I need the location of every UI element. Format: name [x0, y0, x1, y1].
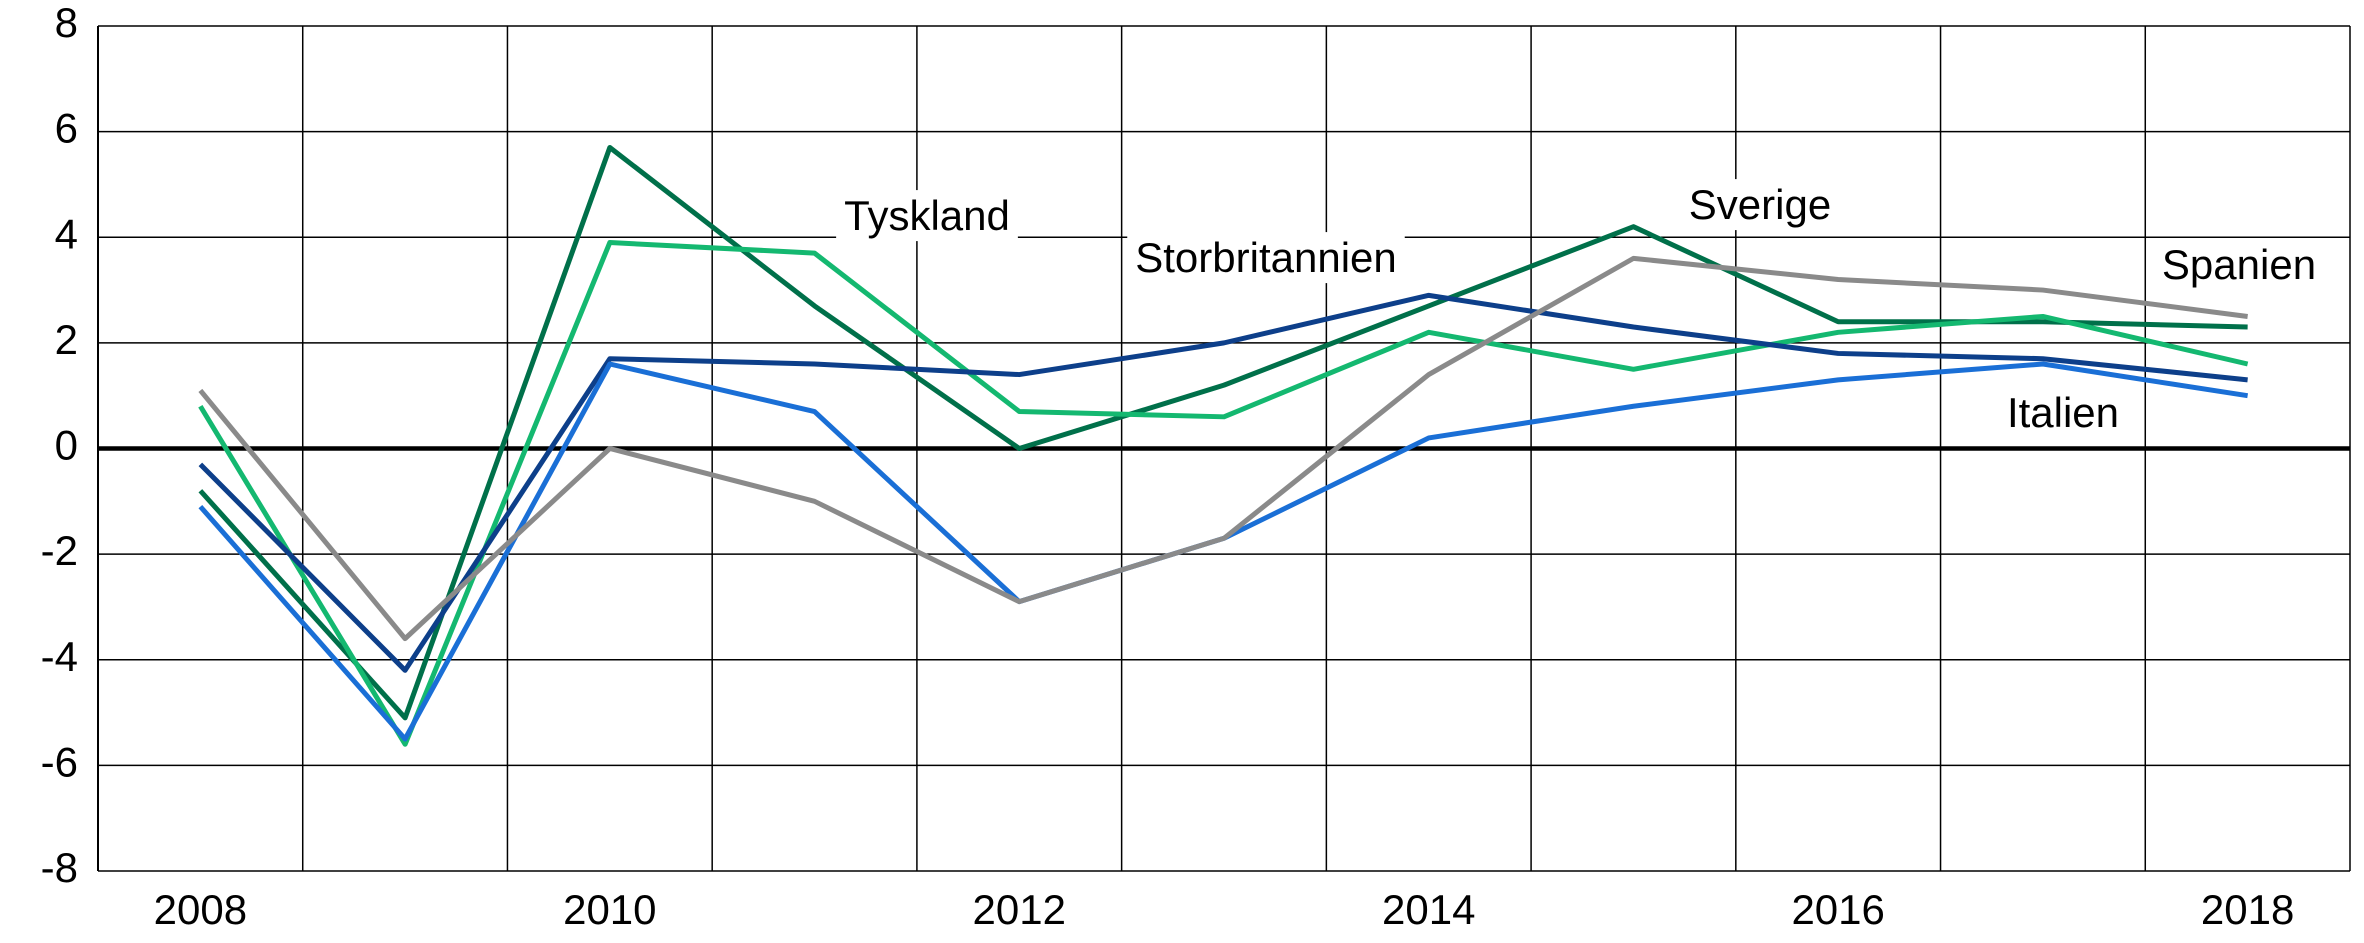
series-label-bg: [836, 190, 1018, 242]
y-tick-label: -6: [41, 738, 78, 785]
series-label: Italien: [2007, 389, 2119, 436]
y-tick-label: 4: [55, 210, 78, 257]
y-tick-label: 2: [55, 316, 78, 363]
x-tick-label: 2018: [2201, 886, 2294, 933]
series-label-bg: [1680, 179, 1840, 231]
y-tick-label: 6: [55, 105, 78, 152]
x-tick-label: 2014: [1382, 886, 1475, 933]
series-line: [198, 240, 2249, 747]
y-tick-label: 8: [55, 0, 78, 46]
series-label-bg: [1998, 387, 2128, 439]
series-label: Tyskland: [844, 192, 1010, 239]
x-tick-label: 2010: [563, 886, 656, 933]
series-line: [198, 144, 2248, 721]
series-label-bg: [1127, 232, 1405, 284]
series-line: [198, 255, 2248, 642]
series-label: Spanien: [2162, 241, 2316, 288]
series-label-bg: [2153, 239, 2325, 291]
series-line: [198, 292, 2248, 673]
series-label: Sverige: [1689, 181, 1831, 228]
y-tick-label: 0: [55, 422, 78, 469]
y-tick-label: -8: [41, 844, 78, 891]
x-tick-label: 2012: [973, 886, 1066, 933]
y-tick-label: -2: [41, 527, 78, 574]
y-tick-label: -4: [41, 633, 78, 680]
x-tick-label: 2016: [1791, 886, 1884, 933]
series-label: Storbritannien: [1135, 234, 1397, 281]
x-tick-label: 2008: [154, 886, 247, 933]
